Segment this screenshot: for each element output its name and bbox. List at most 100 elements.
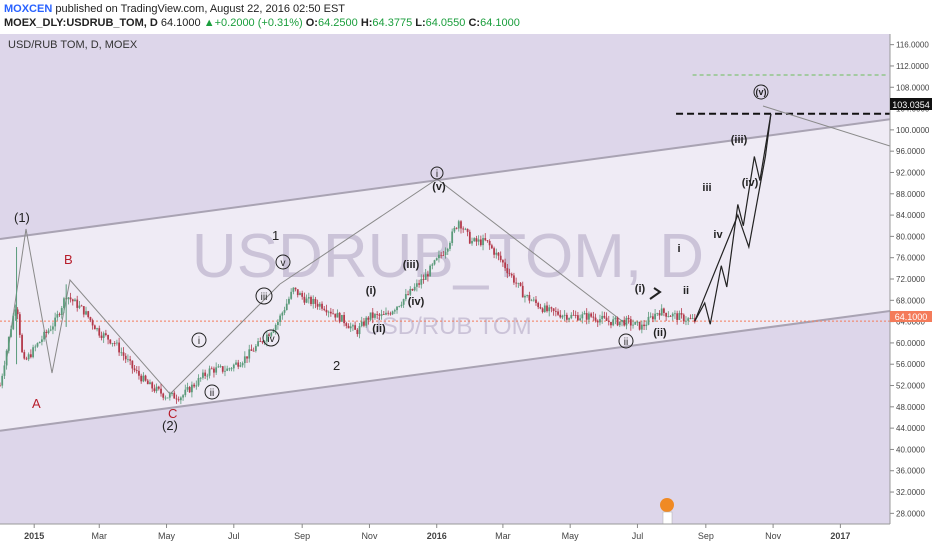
candle-body <box>347 325 350 329</box>
chart-title: USD/RUB TOM, D, MOEX <box>8 39 138 51</box>
candle-body <box>420 279 423 285</box>
wave-labels: (1) A B C (2) 1 2 <box>14 210 340 433</box>
candle-body <box>155 386 158 392</box>
projection-arrow-icon <box>649 287 662 300</box>
candle-body <box>175 398 178 400</box>
candle-body <box>182 395 184 398</box>
time-tick-label: Nov <box>765 531 782 541</box>
candle-body <box>345 323 348 326</box>
candle-body <box>16 309 19 315</box>
candle-body <box>340 314 343 322</box>
candle-body <box>442 254 445 256</box>
watermark-subtitle: USD/RUB TOM <box>364 313 531 340</box>
candle-body <box>369 312 372 320</box>
candle-body <box>113 343 116 344</box>
candle-body <box>202 372 204 378</box>
price-tick-label: 36.0000 <box>896 467 925 476</box>
candle-body <box>488 240 491 246</box>
candle-body <box>23 352 26 359</box>
price-chart[interactable]: USDRUB_TOM, D USD/RUB TOM USD/RUB TOM, D… <box>0 34 932 550</box>
candle-body <box>259 341 262 343</box>
price-axis[interactable] <box>890 34 932 524</box>
wave-circle-icon <box>255 287 273 305</box>
projection-alt-path[interactable] <box>694 113 772 322</box>
candle-body <box>323 308 326 310</box>
price-tick-label: 60.0000 <box>896 339 925 348</box>
candle-body <box>411 288 414 291</box>
candle-body <box>592 316 595 318</box>
candle-body <box>219 366 222 368</box>
price-tick-label: 84.0000 <box>896 211 925 220</box>
candle-body <box>36 343 39 347</box>
candle-body <box>451 231 454 244</box>
candle-body <box>336 312 339 318</box>
candle-body <box>246 356 248 359</box>
time-tick-label: Mar <box>495 531 511 541</box>
candle-body <box>667 316 670 317</box>
candle-body <box>56 314 59 318</box>
wave-connector-line[interactable] <box>5 228 281 395</box>
candle-body <box>674 313 676 315</box>
candle-body <box>376 314 379 315</box>
candle-body <box>120 352 123 354</box>
candle-body <box>63 298 65 309</box>
price-tick-label: 96.0000 <box>896 147 925 156</box>
candle-body <box>140 375 143 382</box>
candle-body <box>486 240 489 242</box>
candle-body <box>603 315 606 318</box>
candle-body <box>402 299 405 305</box>
candle-body <box>427 274 429 277</box>
time-tick-label: May <box>562 531 580 541</box>
candle-body <box>179 397 182 401</box>
candle-body <box>153 388 156 392</box>
candle-body <box>438 254 440 259</box>
wave-circle-icon <box>753 84 769 100</box>
wave-label: (iv) <box>408 296 425 308</box>
candle-body <box>318 303 321 307</box>
candle-body <box>649 316 652 318</box>
projection-path[interactable] <box>694 113 772 325</box>
earnings-flag-icon[interactable] <box>660 498 674 512</box>
candle-body <box>393 310 396 312</box>
time-axis[interactable] <box>0 524 932 550</box>
wave-label: (v) <box>756 87 767 97</box>
candle-body <box>239 365 242 367</box>
wave-label: (i) <box>366 285 377 297</box>
event-marker[interactable] <box>660 498 674 527</box>
candle-body <box>334 313 337 318</box>
last-value: 64.1000 <box>160 17 201 29</box>
channel-lower-line[interactable] <box>0 309 891 432</box>
candle-body <box>508 273 511 274</box>
candle-body <box>435 258 438 261</box>
candle-body <box>157 386 160 389</box>
candle-body <box>241 363 244 366</box>
author-link[interactable]: MOXCEN <box>4 3 53 15</box>
wave-label: C <box>168 406 177 421</box>
candle-body <box>87 311 90 318</box>
wave-connector-line[interactable] <box>762 105 891 147</box>
price-tick-label: 116.0000 <box>896 41 929 50</box>
candle-body <box>5 350 8 366</box>
candle-body <box>623 319 626 326</box>
candle-body <box>142 375 145 382</box>
candle-body <box>252 350 255 352</box>
candle-body <box>184 389 187 396</box>
candle-body <box>199 377 202 379</box>
candle-body <box>557 311 559 315</box>
candlestick-series[interactable] <box>0 219 696 405</box>
candle-body <box>581 314 584 319</box>
candle-body <box>356 329 359 335</box>
candle-body <box>371 312 374 318</box>
candle-body <box>579 318 581 321</box>
price-tick-label: 64.0000 <box>896 318 925 327</box>
price-ticks: 116.0000112.0000108.0000104.0000100.0000… <box>890 41 930 518</box>
channel-upper-line[interactable] <box>0 118 891 241</box>
candle-body <box>230 368 233 370</box>
candle-body <box>270 332 273 336</box>
candle-body <box>186 387 189 390</box>
candle-body <box>171 392 173 395</box>
candle-body <box>292 287 295 292</box>
symbol-label[interactable]: MOEX_DLY:USDRUB_TOM, D <box>4 17 158 29</box>
candle-body <box>133 368 136 371</box>
candle-body <box>506 268 509 274</box>
